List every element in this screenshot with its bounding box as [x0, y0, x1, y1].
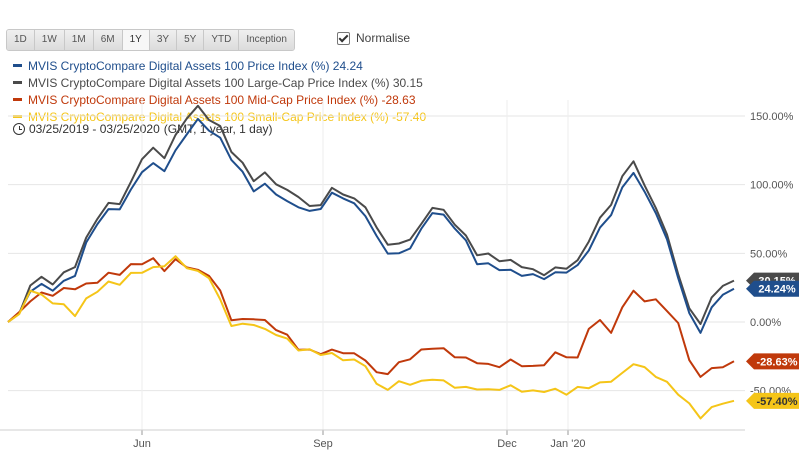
legend-item[interactable]: MVIS CryptoCompare Digital Assets 100 La… [13, 74, 426, 91]
legend-item[interactable]: MVIS CryptoCompare Digital Assets 100 Mi… [13, 91, 426, 108]
range-button-6m[interactable]: 6M [93, 30, 123, 50]
series-line [7, 104, 735, 325]
end-value-tag: -28.63% [746, 353, 799, 370]
normalise-label: Normalise [356, 31, 411, 45]
range-button-5y[interactable]: 5Y [177, 30, 205, 50]
y-tick-label: 50.00% [750, 248, 788, 260]
end-value-label: 24.24% [758, 284, 796, 296]
range-button-1m[interactable]: 1M [64, 30, 94, 50]
normalise-checkbox[interactable] [337, 31, 350, 45]
legend-swatch [13, 81, 22, 84]
legend-label: MVIS CryptoCompare Digital Assets 100 Pr… [28, 58, 363, 73]
x-tick-label: Dec [497, 438, 517, 450]
range-button-3y[interactable]: 3Y [149, 30, 178, 50]
legend-label: MVIS CryptoCompare Digital Assets 100 Mi… [28, 92, 416, 107]
end-value-tag: -57.40% [746, 392, 799, 409]
range-selector: 1D 1W 1M 6M 1Y 3Y 5Y YTD Inception [6, 29, 295, 51]
range-button-1w[interactable]: 1W [34, 30, 65, 50]
end-value-label: -28.63% [757, 356, 798, 368]
range-button-1d[interactable]: 1D [7, 30, 35, 50]
series-line [7, 117, 735, 334]
range-button-1y[interactable]: 1Y [122, 30, 150, 50]
x-tick-label: Jun [133, 438, 151, 450]
legend-swatch [13, 98, 22, 101]
clock-icon [13, 123, 25, 135]
legend-item[interactable]: MVIS CryptoCompare Digital Assets 100 Pr… [13, 57, 426, 74]
range-button-ytd[interactable]: YTD [204, 30, 240, 50]
y-tick-label: 100.00% [750, 180, 794, 192]
range-button-inception[interactable]: Inception [239, 30, 294, 50]
x-tick-label: Jan '20 [550, 438, 585, 450]
legend-label: MVIS CryptoCompare Digital Assets 100 La… [28, 75, 423, 90]
series-line [7, 257, 735, 378]
date-range-text: 03/25/2019 - 03/25/2020 [29, 122, 160, 136]
end-value-tag: 24.24% [746, 280, 799, 297]
end-value-label: -57.40% [757, 396, 798, 408]
legend-swatch [13, 64, 22, 67]
normalise-toggle[interactable]: Normalise [337, 31, 410, 45]
y-tick-label: 0.00% [750, 317, 781, 329]
series-line [7, 255, 735, 420]
y-tick-label: 150.00% [750, 111, 794, 123]
x-tick-label: Sep [313, 438, 333, 450]
date-range-info: 03/25/2019 - 03/25/2020 (GMT, 1 year, 1 … [13, 122, 272, 136]
date-range-detail: (GMT, 1 year, 1 day) [163, 122, 273, 136]
